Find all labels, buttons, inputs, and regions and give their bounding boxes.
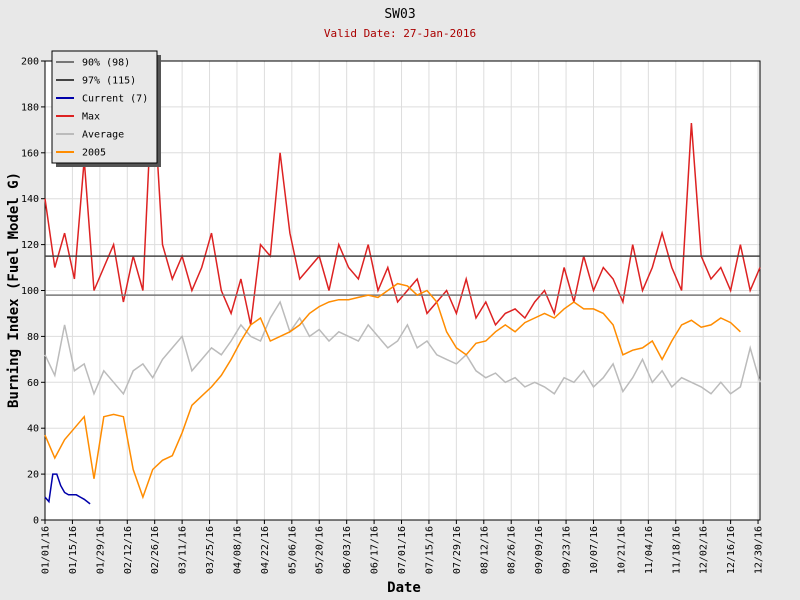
x-tick-label: 02/26/16: [150, 526, 161, 574]
series-line: [44, 300, 761, 396]
y-tick-label: 160: [21, 148, 39, 159]
series-line: [44, 79, 761, 327]
x-tick-label: 06/17/16: [370, 526, 381, 574]
plot-border: [44, 60, 761, 521]
x-axis-label: Date: [387, 580, 421, 596]
series-line: [44, 473, 91, 505]
x-tick-label: 03/25/16: [205, 526, 216, 574]
y-tick-label: 140: [21, 194, 39, 205]
x-tick-label: 03/11/16: [178, 526, 189, 574]
x-tick-label: 12/02/16: [699, 526, 710, 574]
x-tick-label: 08/26/16: [507, 526, 518, 574]
legend-label: Max: [82, 112, 100, 123]
y-tick-label: 180: [21, 102, 39, 113]
legend-label: 97% (115): [82, 76, 136, 87]
series-line: [44, 282, 741, 500]
x-tick-label: 07/15/16: [424, 526, 435, 574]
x-tick-label: 10/07/16: [589, 526, 600, 574]
legend-label: Average: [82, 130, 124, 141]
x-tick-label: 01/15/16: [68, 526, 79, 574]
legend-label: Current (7): [82, 94, 148, 105]
y-tick-label: 100: [21, 286, 39, 297]
y-axis-label: Burning Index (Fuel Model G): [6, 172, 22, 408]
x-tick-label: 09/23/16: [562, 526, 573, 574]
x-tick-label: 04/08/16: [232, 526, 243, 574]
y-tick-label: 80: [27, 332, 39, 343]
legend-box: [51, 50, 158, 164]
legend: 90% (98) 97% (115) Current (7) Max Average 20…: [51, 50, 161, 167]
x-tick-label: 01/01/16: [41, 526, 52, 574]
chart-subtitle: Valid Date: 27-Jan-2016: [324, 27, 476, 40]
y-tick-label: 0: [33, 516, 39, 527]
x-tick-label: 12/16/16: [726, 526, 737, 574]
y-tick-label: 200: [21, 57, 39, 68]
y-tick-label: 60: [27, 378, 39, 389]
x-tick-label: 11/04/16: [644, 526, 655, 574]
x-tick-label: 10/21/16: [616, 526, 627, 574]
x-tick-label: 05/20/16: [315, 526, 326, 574]
x-tick-label: 09/09/16: [534, 526, 545, 574]
x-tick-label: 02/12/16: [123, 526, 134, 574]
x-tick-label: 12/30/16: [754, 526, 765, 574]
x-tick-label: 01/29/16: [95, 526, 106, 574]
legend-label: 2005: [82, 148, 106, 159]
y-tick-label: 20: [27, 470, 39, 481]
legend-label: 90% (98): [82, 58, 130, 69]
chart-title: SW03: [384, 7, 415, 22]
x-tick-label: 05/06/16: [287, 526, 298, 574]
x-tick-label: 07/29/16: [452, 526, 463, 574]
x-tick-label: 08/12/16: [479, 526, 490, 574]
x-tick-label: 11/18/16: [671, 526, 682, 574]
x-tick-label: 06/03/16: [342, 526, 353, 574]
x-tick-label: 04/22/16: [260, 526, 271, 574]
x-tick-label: 07/01/16: [397, 526, 408, 574]
y-tick-label: 120: [21, 240, 39, 251]
y-tick-label: 40: [27, 424, 39, 435]
